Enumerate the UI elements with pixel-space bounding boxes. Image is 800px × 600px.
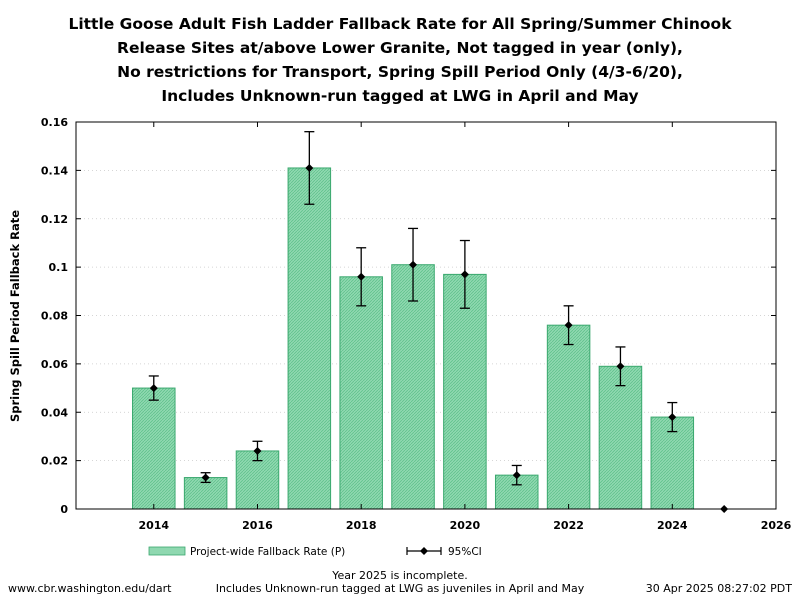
y-tick-label: 0.16 [41, 116, 68, 129]
x-tick-label: 2022 [553, 519, 584, 532]
errorbar-2016 [252, 440, 263, 462]
errorbar-2020 [459, 239, 470, 309]
point-marker [460, 270, 469, 279]
y-tick-label: 0.1 [49, 261, 69, 274]
y-axis-ticks: 0 0.02 0.04 0.06 0.08 0.1 0.12 0.14 0.16 [41, 116, 776, 516]
point-marker [357, 272, 366, 281]
title-line-2: Release Sites at/above Lower Granite, No… [117, 39, 683, 57]
y-tick-label: 0.12 [41, 213, 68, 226]
title-line-1: Little Goose Adult Fish Ladder Fallback … [68, 15, 732, 33]
title-line-4: Includes Unknown-run tagged at LWG in Ap… [161, 87, 639, 105]
y-axis-label: Spring Spill Period Fallback Rate [8, 210, 22, 422]
y-tick-label: 0.06 [41, 358, 68, 371]
x-tick-label: 2016 [242, 519, 273, 532]
x-tick-label: 2014 [138, 519, 169, 532]
footer-note-1: Year 2025 is incomplete. [332, 569, 468, 582]
point-marker [512, 471, 521, 480]
errorbar-2014 [148, 375, 159, 401]
point-marker [409, 260, 418, 269]
bar-2023 [598, 365, 643, 510]
errorbar-2019 [408, 227, 419, 302]
bar-2018 [339, 276, 383, 510]
bar-2020 [443, 273, 487, 510]
y-tick-label: 0.04 [41, 406, 68, 419]
y-tick-label: 0.14 [41, 164, 68, 177]
x-tick-label: 2026 [761, 519, 792, 532]
errorbar-2022 [563, 305, 574, 346]
x-tick-label: 2020 [450, 519, 481, 532]
x-tick-label: 2018 [346, 519, 377, 532]
point-marker [201, 473, 210, 482]
legend-swatch-ci-marker [420, 547, 428, 555]
point-marker [149, 384, 158, 393]
grid-lines [76, 169, 776, 462]
x-tick-label: 2024 [657, 519, 688, 532]
footer-source-url: www.cbr.washington.edu/dart [8, 582, 172, 595]
point-marker [668, 413, 677, 422]
point-marker [564, 321, 573, 330]
legend-swatch-bar [148, 546, 186, 556]
footer-notes: Year 2025 is incomplete. Includes Unknow… [0, 569, 800, 595]
legend: Project-wide Fallback Rate (P) 95%CI [148, 546, 482, 558]
bar-2019 [391, 264, 435, 510]
legend-label-ci: 95%CI [448, 546, 482, 558]
bar-2017 [287, 167, 332, 510]
errorbar-2023 [615, 346, 626, 387]
y-tick-label: 0.08 [41, 310, 68, 323]
bar-series [132, 167, 695, 510]
legend-label-bar: Project-wide Fallback Rate (P) [190, 546, 345, 558]
bar-2014 [132, 387, 176, 510]
errorbar-series [148, 131, 729, 513]
x-axis-ticks: 2014 2016 2018 2020 2022 2024 2026 [138, 122, 792, 532]
errorbar-2018 [356, 247, 367, 307]
y-tick-label: 0 [60, 503, 68, 516]
errorbar-2015 [200, 472, 211, 484]
footer-timestamp: 30 Apr 2025 08:27:02 PDT [645, 582, 792, 595]
errorbar-2024 [667, 401, 678, 433]
point-marker [253, 446, 262, 455]
point-marker [616, 362, 625, 371]
y-tick-label: 0.02 [41, 455, 68, 468]
footer-note-2: Includes Unknown-run tagged at LWG as ju… [215, 582, 585, 595]
errorbar-2021 [511, 464, 522, 486]
title-line-3: No restrictions for Transport, Spring Sp… [117, 63, 683, 81]
bar-2022 [546, 324, 591, 510]
point-marker [305, 163, 314, 172]
chart-title: Little Goose Adult Fish Ladder Fallback … [0, 12, 800, 108]
errorbar-2017 [304, 131, 315, 205]
